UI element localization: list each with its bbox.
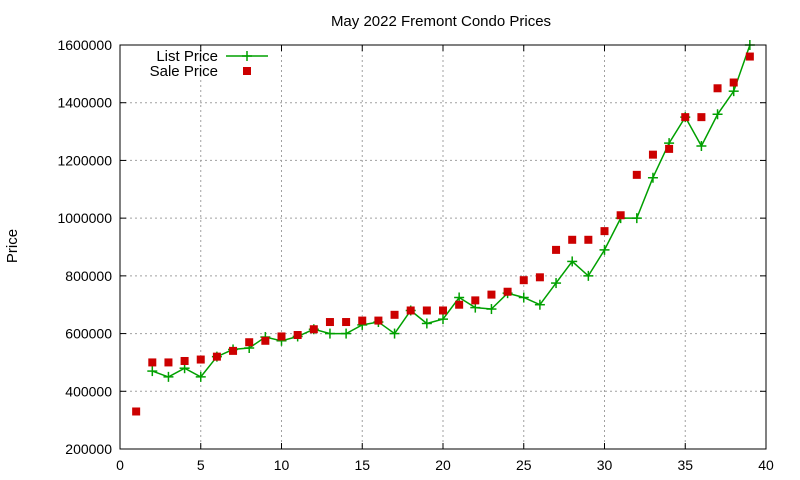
sale-price-point bbox=[277, 332, 286, 341]
sale-price-point bbox=[148, 358, 157, 367]
chart-title: May 2022 Fremont Condo Prices bbox=[331, 13, 551, 30]
sale-price-point bbox=[439, 306, 447, 315]
sale-price-point bbox=[358, 316, 367, 325]
sale-price-point bbox=[293, 331, 302, 340]
sale-price-point bbox=[245, 338, 254, 347]
sale-price-point bbox=[390, 310, 399, 319]
sale-price-point bbox=[552, 245, 561, 254]
sale-price-point bbox=[212, 352, 221, 361]
y-tick-label: 1400000 bbox=[57, 95, 112, 111]
x-tick-label: 40 bbox=[758, 457, 774, 473]
y-tick-label: 1000000 bbox=[57, 210, 112, 226]
sale-price-point bbox=[374, 316, 383, 325]
list-price-point bbox=[147, 366, 158, 377]
list-price-point bbox=[389, 328, 400, 339]
sale-price-point bbox=[471, 296, 480, 305]
y-tick-label: 200000 bbox=[65, 441, 112, 457]
sale-price-point bbox=[632, 170, 641, 179]
y-tick-label: 800000 bbox=[65, 268, 112, 284]
sale-price-point bbox=[648, 150, 657, 159]
list-price-point bbox=[438, 314, 448, 325]
list-price-point bbox=[696, 141, 707, 151]
list-price-line bbox=[152, 44, 751, 378]
sale-price-point bbox=[745, 52, 754, 61]
y-tick-label: 400000 bbox=[65, 383, 112, 399]
sale-price-point bbox=[616, 211, 625, 220]
sale-price-point bbox=[503, 287, 512, 296]
data-layer bbox=[132, 40, 755, 416]
sale-price-point bbox=[261, 336, 270, 345]
list-price-point bbox=[728, 86, 739, 97]
list-price-point bbox=[163, 371, 174, 382]
sale-price-point bbox=[164, 358, 173, 367]
sale-price-point bbox=[600, 227, 609, 236]
y-axis-label: Price bbox=[4, 229, 21, 263]
x-tick-label: 10 bbox=[274, 457, 290, 473]
sale-price-point bbox=[309, 325, 318, 334]
sale-price-point bbox=[681, 113, 690, 122]
sale-price-point bbox=[406, 306, 415, 315]
y-tick-label: 1600000 bbox=[57, 37, 112, 53]
legend-sample-list-price bbox=[226, 51, 268, 61]
sale-price-point bbox=[713, 84, 722, 93]
sale-price-point bbox=[229, 346, 238, 355]
sale-price-point bbox=[325, 318, 334, 327]
list-price-point bbox=[195, 371, 206, 382]
list-price-point bbox=[567, 256, 578, 267]
sale-price-point bbox=[180, 356, 189, 365]
list-price-point bbox=[583, 270, 594, 281]
x-tick-label: 35 bbox=[677, 457, 693, 473]
x-tick-label: 25 bbox=[516, 457, 532, 473]
legend-sample-sale-price bbox=[243, 67, 251, 75]
legend-marker-list-price bbox=[242, 51, 252, 61]
sale-price-point bbox=[729, 78, 738, 87]
list-price-point bbox=[341, 328, 352, 339]
sale-price-point bbox=[132, 407, 141, 416]
sale-price-point bbox=[422, 306, 431, 315]
list-price-point bbox=[551, 278, 562, 289]
grid-lines bbox=[120, 45, 766, 449]
list-price-point bbox=[599, 244, 610, 255]
sale-price-point bbox=[455, 300, 464, 309]
legend-label-list-price: List Price bbox=[156, 48, 218, 65]
list-price-point bbox=[712, 109, 723, 120]
list-price-point bbox=[631, 213, 642, 224]
sale-price-point bbox=[665, 144, 674, 153]
sale-price-point bbox=[568, 235, 577, 244]
sale-price-point bbox=[519, 276, 528, 285]
sale-price-point bbox=[584, 235, 593, 244]
legend-label-sale-price: Sale Price bbox=[150, 63, 218, 80]
sale-price-point bbox=[697, 113, 706, 122]
sale-price-point bbox=[487, 290, 496, 299]
sale-price-point bbox=[535, 273, 544, 282]
y-tick-label: 1200000 bbox=[57, 152, 112, 168]
list-price-point bbox=[421, 318, 432, 329]
x-tick-label: 20 bbox=[435, 457, 451, 473]
legend: List Price Sale Price bbox=[150, 48, 268, 80]
x-tick-label: 15 bbox=[354, 457, 370, 473]
list-price-point bbox=[534, 299, 545, 310]
tick-marks bbox=[119, 44, 767, 450]
list-price-point bbox=[324, 328, 335, 339]
legend-marker-sale-price bbox=[243, 67, 251, 75]
list-price-point bbox=[647, 172, 658, 183]
sale-price-point bbox=[196, 355, 205, 364]
list-price-point bbox=[486, 304, 497, 315]
sale-price-point bbox=[342, 318, 351, 327]
x-tick-label: 5 bbox=[197, 457, 205, 473]
y-tick-label: 600000 bbox=[65, 326, 112, 342]
x-tick-label: 0 bbox=[116, 457, 124, 473]
list-price-point bbox=[518, 292, 529, 303]
x-tick-label: 30 bbox=[597, 457, 613, 473]
